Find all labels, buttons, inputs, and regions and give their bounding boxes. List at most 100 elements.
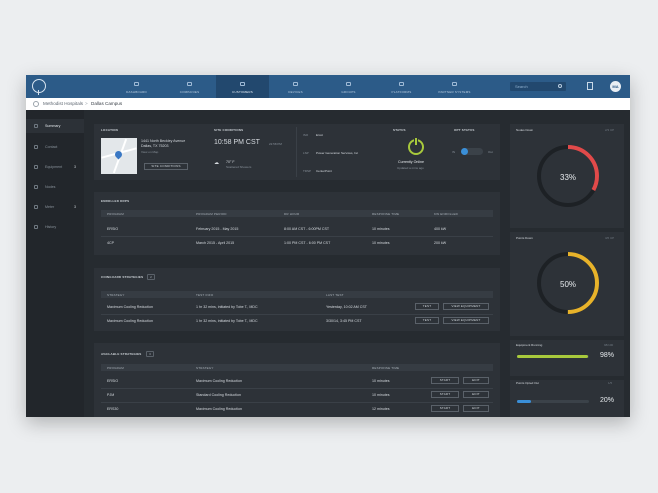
start-button[interactable]: Start [431, 405, 459, 412]
site-temp: 70° F [226, 160, 235, 164]
cell: Maximum Cooling Reduction [196, 407, 242, 411]
tab-companies[interactable]: Companies [163, 75, 216, 98]
col-header[interactable]: Response Time [372, 366, 400, 370]
groups-icon [346, 82, 351, 86]
tab-customers[interactable]: Customers [216, 75, 269, 98]
points-down-corner: 3/6 UP [605, 236, 615, 240]
edit-button[interactable]: Edit [463, 405, 489, 412]
tab-devices[interactable]: Devices [269, 75, 322, 98]
search-input[interactable]: Search [510, 82, 566, 91]
info-value-tdsp: CenterPoint [316, 169, 332, 173]
col-header[interactable]: Strategy [107, 293, 125, 297]
opt-status-toggle[interactable] [461, 148, 483, 155]
cell: Maximum Cooling Reduction [107, 305, 153, 309]
cell: 3/30/14, 3:45 PM CST [326, 319, 362, 323]
tab-label: Companies [179, 90, 200, 94]
cell: 1 hr 32 mins, initiated by Tobe T., MDC [196, 305, 258, 309]
col-header[interactable]: Program [107, 212, 124, 216]
bar-fill [517, 400, 532, 403]
site-weather: Scattered Showers [226, 165, 252, 169]
sidebar-item-history[interactable]: History [26, 220, 84, 234]
sidebar-item-contact[interactable]: Contact [26, 140, 84, 154]
start-button[interactable]: Start [431, 377, 459, 384]
history-icon [34, 225, 38, 229]
sidebar-item-nodes[interactable]: Nodes [26, 180, 84, 194]
col-header[interactable]: Last Test [326, 293, 344, 297]
tab-groups[interactable]: Groups [322, 75, 375, 98]
site-conditions-label: Site Conditions [214, 128, 244, 132]
sidebar-item-summary[interactable]: Summary [26, 119, 84, 133]
tab-label: Groups [341, 90, 356, 94]
breadcrumb-separator: > [85, 101, 88, 106]
equipment-running-card [510, 340, 624, 376]
view-on-map-link[interactable]: View on Map [141, 150, 159, 154]
site-conditions-button[interactable]: Site Conditions [144, 163, 188, 170]
test-button[interactable]: Test [415, 303, 439, 310]
edit-button[interactable]: Edit [463, 391, 489, 398]
document-icon[interactable] [587, 82, 593, 90]
dashboard-icon [134, 82, 139, 86]
tab-partner-systems[interactable]: Partner Systems [428, 75, 481, 98]
gauge-fill [537, 145, 599, 207]
nodes-down-value: 33% [560, 173, 577, 182]
sidebar-badge: 3 [74, 205, 76, 209]
opt-out-label: Out [488, 150, 493, 154]
row-divider [101, 236, 493, 237]
cell: 1:00 PM CST - 6:00 PM CST [284, 241, 331, 245]
row-divider [101, 314, 493, 315]
available-strategies-card [94, 343, 500, 417]
row-divider [101, 402, 493, 403]
location-map[interactable] [101, 138, 137, 174]
tab-label: Platforms [391, 90, 412, 94]
nodes-down-label: Nodes Down [516, 128, 534, 132]
col-header[interactable]: Test Info [196, 293, 214, 297]
view-equipment-button[interactable]: View Equipment [443, 317, 489, 324]
edit-button[interactable]: Edit [463, 377, 489, 384]
test-button[interactable]: Test [415, 317, 439, 324]
cell: 10 minutes [372, 241, 390, 245]
enrolled-title: Enrolled DRPs [101, 199, 130, 203]
tab-label: Dashboard [126, 90, 147, 94]
breadcrumb-parent[interactable]: Methodist Hospitals [43, 101, 84, 106]
sidebar-item-label: Meter [45, 205, 55, 209]
col-header[interactable]: Program Period [196, 212, 227, 216]
tab-dashboard[interactable]: Dashboard [110, 75, 163, 98]
start-button[interactable]: Start [431, 391, 459, 398]
cell: 10 minutes [372, 379, 390, 383]
weather-icon: ☁ [214, 160, 219, 166]
address-line2: Dallas, TX 75203 [141, 144, 169, 148]
col-header[interactable]: Program [107, 366, 124, 370]
col-header[interactable]: Response Time [372, 212, 400, 216]
companies-icon [187, 82, 192, 86]
cell: Maximum Cooling Reduction [196, 379, 242, 383]
tab-label: Devices [288, 90, 303, 94]
breadcrumb: Methodist Hospitals > Dallas Campus [26, 98, 630, 110]
opt-in-label: IN [452, 150, 455, 154]
toggle-knob[interactable] [461, 148, 468, 155]
summary-icon [34, 124, 38, 128]
col-header[interactable]: KW Enrolled [434, 212, 459, 216]
cell: 8:00 AM CST - 6:00PM CST [284, 227, 330, 231]
enrolled-drps-card [94, 192, 500, 255]
tab-platforms[interactable]: Platforms [375, 75, 428, 98]
points-opted-out-corner: 1/5 [608, 381, 613, 385]
opt-status-label: Opt Status [454, 128, 475, 132]
equipment-running-value: 98% [600, 352, 615, 359]
partner-systems-icon [452, 82, 457, 86]
back-icon[interactable] [33, 101, 39, 107]
info-key-lsp: LSP [303, 151, 309, 155]
logo-icon[interactable] [32, 79, 46, 95]
view-equipment-button[interactable]: View Equipment [443, 303, 489, 310]
nav-tabs: Dashboard Companies Customers Devices Gr… [110, 75, 481, 98]
avatar[interactable]: MA [610, 81, 621, 92]
customers-icon [240, 82, 245, 86]
col-header[interactable]: Strategy [196, 366, 214, 370]
search-icon[interactable] [558, 84, 562, 88]
gauge-fill [537, 252, 599, 314]
cell: PJM [107, 393, 115, 397]
equipment-running-corner: 98/100 [604, 343, 614, 347]
coinguard-header-row: Strategy Test Info Last Test [101, 291, 493, 298]
col-header[interactable]: DR Hour [284, 212, 300, 216]
sidebar-item-meter[interactable]: Meter 3 [26, 200, 84, 214]
sidebar-item-equipment[interactable]: Equipment 3 [26, 160, 84, 174]
